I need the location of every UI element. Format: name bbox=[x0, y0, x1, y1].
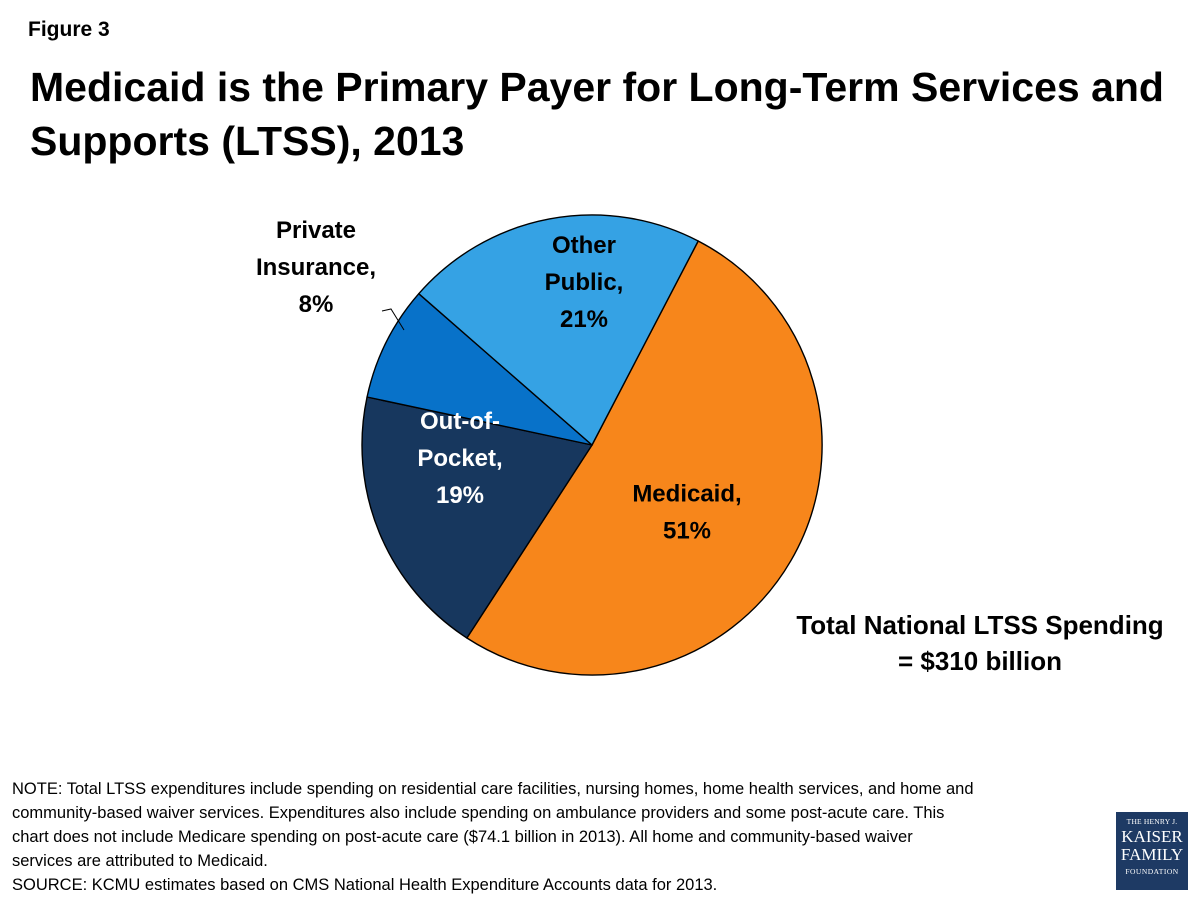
logo-line-2: KAISER bbox=[1121, 827, 1183, 846]
slice-label-other-public: Other Public, 21% bbox=[545, 232, 624, 333]
total-spending-line-2: = $310 billion bbox=[897, 646, 1062, 676]
logo-line-4: FOUNDATION bbox=[1125, 867, 1179, 876]
logo-line-1: THE HENRY J. bbox=[1126, 817, 1178, 826]
chart-title-line-2: Supports (LTSS), 2013 bbox=[30, 118, 465, 164]
slice-label-out-of-pocket: Out-of-Pocket, 19% bbox=[417, 408, 502, 509]
slice-label-private-insurance: Private Insurance, 8% bbox=[256, 217, 376, 318]
pie-slice-private-insurance bbox=[366, 292, 593, 446]
source-line: SOURCE: KCMU estimates based on CMS Nati… bbox=[12, 876, 718, 894]
private-insurance-leader-line bbox=[381, 308, 405, 331]
total-spending-label: Total National LTSS Spending = $310 bill… bbox=[780, 607, 1180, 679]
chart-title-line-1: Medicaid is the Primary Payer for Long-T… bbox=[30, 64, 1164, 110]
note-line-3: chart does not include Medicare spending… bbox=[12, 828, 913, 846]
chart-title: Medicaid is the Primary Payer for Long-T… bbox=[30, 60, 1180, 168]
logo-line-3: FAMILY bbox=[1120, 845, 1184, 864]
note-block: NOTE: Total LTSS expenditures include sp… bbox=[12, 777, 1092, 897]
kff-logo: THE HENRY J. KAISER FAMILY FOUNDATION bbox=[1116, 812, 1188, 890]
note-line-4: services are attributed to Medicaid. bbox=[12, 852, 268, 870]
figure-label: Figure 3 bbox=[28, 18, 110, 41]
slice-label-medicaid: Medicaid, 51% bbox=[632, 481, 741, 545]
pie-slice-out-of-pocket bbox=[361, 396, 593, 639]
total-spending-line-1: Total National LTSS Spending bbox=[796, 610, 1164, 640]
note-line-2: community-based waiver services. Expendi… bbox=[12, 804, 945, 822]
note-line-1: NOTE: Total LTSS expenditures include sp… bbox=[12, 780, 974, 798]
pie-slice-medicaid bbox=[466, 240, 823, 676]
pie-slice-other-public bbox=[418, 214, 699, 446]
